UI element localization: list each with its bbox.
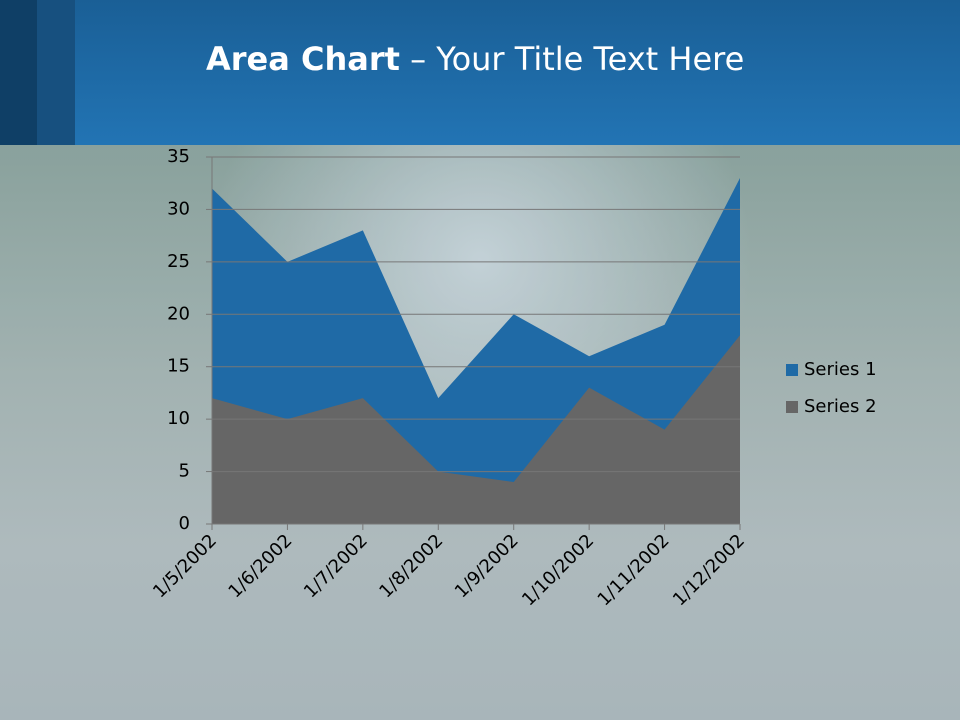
x-tick-label: 1/11/2002 <box>594 530 674 610</box>
x-tick-label: 1/5/2002 <box>149 530 221 602</box>
y-tick-label: 35 <box>167 146 190 167</box>
y-tick-label: 15 <box>167 356 190 377</box>
x-tick-label: 1/6/2002 <box>224 530 296 602</box>
y-tick-label: 0 <box>179 513 190 534</box>
title-rest: – Your Title Text Here <box>410 40 745 78</box>
y-tick-label: 5 <box>179 461 190 482</box>
x-tick-label: 1/8/2002 <box>375 530 447 602</box>
title-bold: Area Chart <box>206 40 400 78</box>
x-tick-label: 1/9/2002 <box>451 530 523 602</box>
slide-title: Area Chart – Your Title Text Here <box>206 40 744 78</box>
header <box>0 0 960 145</box>
x-tick-label: 1/12/2002 <box>669 530 749 610</box>
y-tick-label: 25 <box>167 251 190 272</box>
y-tick-label: 30 <box>167 198 190 219</box>
legend-label: Series 2 <box>804 396 877 417</box>
x-tick-label: 1/10/2002 <box>518 530 598 610</box>
legend-swatch <box>786 401 798 413</box>
header-accent <box>0 0 37 145</box>
legend-label: Series 1 <box>804 359 877 380</box>
legend-swatch <box>786 364 798 376</box>
y-tick-label: 20 <box>167 303 190 324</box>
area <box>212 335 740 524</box>
header-accent <box>37 0 75 145</box>
y-tick-label: 10 <box>167 408 190 429</box>
x-tick-label: 1/7/2002 <box>300 530 372 602</box>
